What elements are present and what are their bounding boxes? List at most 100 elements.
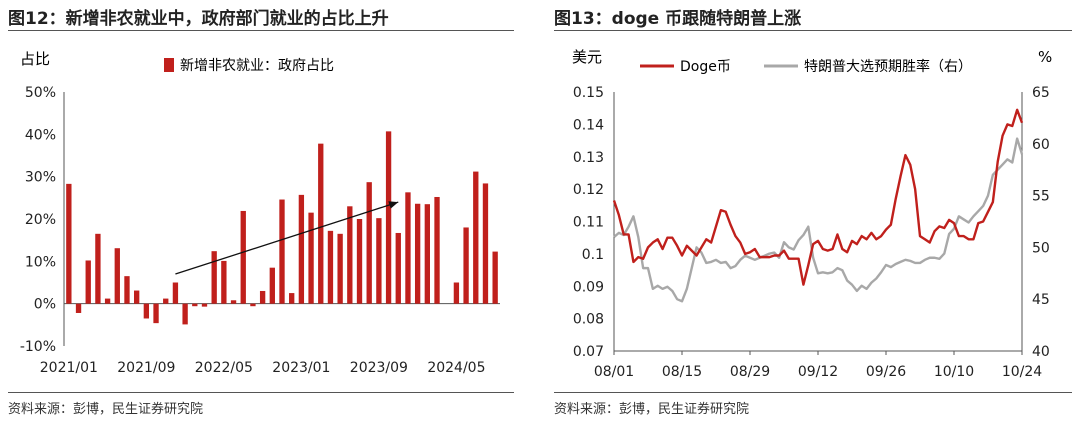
left-bar bbox=[385, 131, 392, 304]
right-line-chart: 美元 % Doge币 特朗普大选预期胜率（右） 0.15 0.14 0.13 0.12… bbox=[572, 48, 1052, 380]
doge-price-line bbox=[612, 108, 1024, 286]
left-bar bbox=[414, 203, 421, 304]
right-right-y-tick-label: 45 bbox=[1032, 292, 1050, 308]
left-x-tick-label: 2022/05 bbox=[195, 360, 253, 376]
left-bar bbox=[482, 183, 489, 304]
left-x-tick-label: 2023/01 bbox=[272, 360, 330, 376]
right-left-y-tick-label: 0.11 bbox=[573, 215, 604, 231]
left-bar bbox=[85, 260, 91, 304]
left-legend-label: 新增非农就业：政府占比 bbox=[180, 58, 334, 74]
left-bar bbox=[337, 233, 343, 304]
left-bar bbox=[201, 303, 208, 307]
left-bar bbox=[269, 267, 275, 304]
right-source-note: 资料来源：彭博，民生证券研究院 bbox=[554, 402, 750, 417]
left-figure-title: 图12：新增非农就业中，政府部门就业的占比上升 bbox=[8, 9, 389, 29]
left-bar bbox=[211, 251, 217, 304]
left-bar bbox=[318, 143, 324, 304]
left-bar bbox=[192, 303, 198, 307]
left-x-tick-label: 2023/09 bbox=[350, 360, 408, 376]
left-y-tick-label: 10% bbox=[25, 254, 56, 270]
right-right-y-tick-label: 60 bbox=[1032, 137, 1050, 153]
right-left-y-tick-label: 0.14 bbox=[573, 117, 604, 133]
right-right-y-tick-label: 55 bbox=[1032, 189, 1050, 205]
left-x-tick-label: 2024/05 bbox=[427, 360, 485, 376]
left-bar bbox=[95, 233, 101, 304]
left-bar bbox=[143, 303, 150, 319]
left-bar bbox=[163, 298, 169, 304]
legend-doge-label: Doge币 bbox=[680, 59, 731, 75]
right-right-y-tick-label: 50 bbox=[1032, 240, 1050, 256]
left-bar bbox=[453, 282, 460, 304]
left-bar bbox=[434, 196, 440, 304]
left-bar bbox=[259, 290, 266, 304]
right-x-tick-label: 08/01 bbox=[594, 364, 634, 380]
left-x-tick-label: 2021/01 bbox=[40, 360, 98, 376]
left-bar bbox=[182, 303, 188, 325]
left-bar bbox=[463, 227, 469, 304]
right-figure-title: 图13：doge 币跟随特朗普上涨 bbox=[554, 9, 802, 29]
left-y-tick-label: 40% bbox=[25, 127, 56, 143]
left-bar bbox=[134, 290, 140, 304]
right-y-axis-label-left: 美元 bbox=[572, 48, 602, 66]
left-y-axis-label: 占比 bbox=[20, 50, 50, 68]
left-bar bbox=[250, 303, 256, 307]
right-x-tick-label: 10/24 bbox=[1002, 364, 1042, 380]
left-bar bbox=[473, 171, 479, 304]
left-bar bbox=[347, 206, 353, 304]
right-left-y-tick-label: 0.08 bbox=[573, 312, 604, 328]
left-y-tick-label: 20% bbox=[25, 212, 56, 228]
left-bar bbox=[104, 298, 111, 304]
left-y-tick-label: 0% bbox=[34, 297, 56, 313]
left-bar bbox=[366, 182, 372, 304]
left-bar bbox=[424, 204, 430, 304]
left-bar bbox=[172, 282, 179, 304]
right-left-y-tick-label: 0.12 bbox=[573, 182, 604, 198]
left-bar bbox=[492, 251, 498, 304]
right-left-y-tick-label: 0.09 bbox=[573, 279, 604, 295]
left-bar bbox=[221, 260, 227, 304]
right-title-rule bbox=[554, 30, 1072, 31]
right-right-y-tick-label: 65 bbox=[1032, 85, 1050, 101]
left-bar bbox=[75, 303, 82, 313]
right-x-tick-label: 10/10 bbox=[934, 364, 974, 380]
right-source-rule bbox=[554, 392, 1072, 393]
left-bar bbox=[289, 293, 295, 304]
left-legend-swatch bbox=[164, 58, 174, 72]
left-bar bbox=[327, 230, 334, 304]
trump-odds-line bbox=[613, 137, 1024, 303]
right-y-axis-label-right: % bbox=[1038, 48, 1052, 66]
right-left-y-tick-label: 0.1 bbox=[582, 247, 604, 263]
left-bar bbox=[240, 210, 246, 304]
left-bar bbox=[124, 276, 130, 304]
left-bar bbox=[356, 219, 363, 304]
left-source-note: 资料来源：彭博，民生证券研究院 bbox=[8, 402, 204, 417]
left-y-tick-label: -10% bbox=[20, 339, 56, 355]
left-bar bbox=[66, 183, 72, 304]
right-right-y-tick-label: 40 bbox=[1032, 344, 1050, 360]
left-bar-chart: 占比 新增非农就业：政府占比 50% 40% 30% 20% 10% 0% -10% 202… bbox=[20, 50, 500, 376]
left-x-tick-label: 2021/09 bbox=[117, 360, 175, 376]
right-left-y-tick-label: 0.13 bbox=[573, 150, 604, 166]
left-bar bbox=[298, 194, 305, 304]
trend-arrow-line bbox=[175, 201, 399, 275]
left-title-rule bbox=[8, 30, 514, 31]
right-x-tick-label: 09/26 bbox=[866, 364, 906, 380]
left-bar bbox=[153, 303, 159, 324]
right-x-tick-label: 08/29 bbox=[730, 364, 770, 380]
right-x-tick-label: 09/12 bbox=[798, 364, 838, 380]
left-bar bbox=[114, 248, 120, 304]
left-bar bbox=[279, 199, 285, 304]
right-left-y-tick-label: 0.15 bbox=[573, 85, 604, 101]
left-bar bbox=[395, 232, 401, 304]
left-bar bbox=[308, 212, 314, 304]
right-x-tick-label: 08/15 bbox=[662, 364, 702, 380]
left-bar bbox=[230, 300, 237, 304]
left-y-tick-label: 30% bbox=[25, 170, 56, 186]
left-bar bbox=[405, 192, 411, 304]
left-source-rule bbox=[8, 392, 514, 393]
legend-trump-label: 特朗普大选预期胜率（右） bbox=[804, 58, 972, 75]
right-left-y-tick-label: 0.07 bbox=[573, 344, 604, 360]
left-bar bbox=[376, 218, 382, 304]
left-y-tick-label: 50% bbox=[25, 85, 56, 101]
